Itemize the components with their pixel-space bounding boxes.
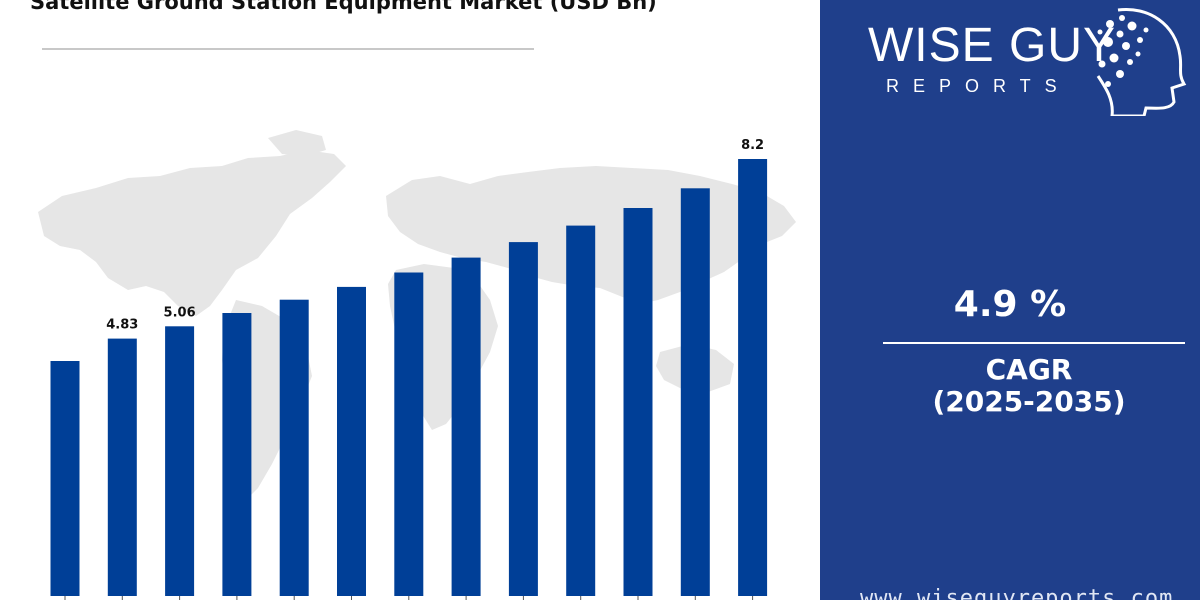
bar — [394, 272, 424, 596]
bar — [165, 326, 195, 596]
cagr-panel: WISE GUY REPORTS 4.9 % CAGR (2025-2035) … — [820, 0, 1200, 600]
footer-url: www.wiseguyreports.com — [860, 586, 1174, 600]
bar — [623, 208, 653, 596]
bar — [680, 188, 710, 597]
cagr-value: 4.9 % — [953, 284, 1067, 325]
bar — [508, 242, 538, 596]
chart-title: Satellite Ground Station Equipment Marke… — [30, 0, 657, 14]
cagr-label: CAGR — [985, 353, 1073, 386]
bar — [279, 299, 309, 596]
bar — [337, 286, 366, 596]
title-divider — [42, 48, 534, 50]
bar — [222, 313, 252, 596]
cagr-divider — [883, 342, 1185, 344]
chart-panel: Satellite Ground Station Equipment Marke… — [30, 0, 796, 600]
bar — [738, 159, 768, 596]
head-dots-icon — [1096, 7, 1187, 116]
data-label: 4.83 — [106, 318, 138, 333]
cagr-label-block: CAGR (2025-2035) — [820, 354, 1200, 418]
cagr-period: (2025-2035) — [932, 385, 1126, 418]
bar — [566, 225, 596, 596]
brand-logo-text: WISE GUY — [868, 19, 1117, 72]
bar — [451, 257, 481, 596]
data-label: 5.06 — [164, 305, 196, 320]
data-label: 8.2 — [741, 138, 764, 153]
brand-logo-subtext: REPORTS — [886, 76, 1071, 96]
bar — [50, 361, 80, 596]
bar-chart: 4.83 5.06 8.2 — [38, 130, 796, 600]
bar — [107, 338, 137, 596]
